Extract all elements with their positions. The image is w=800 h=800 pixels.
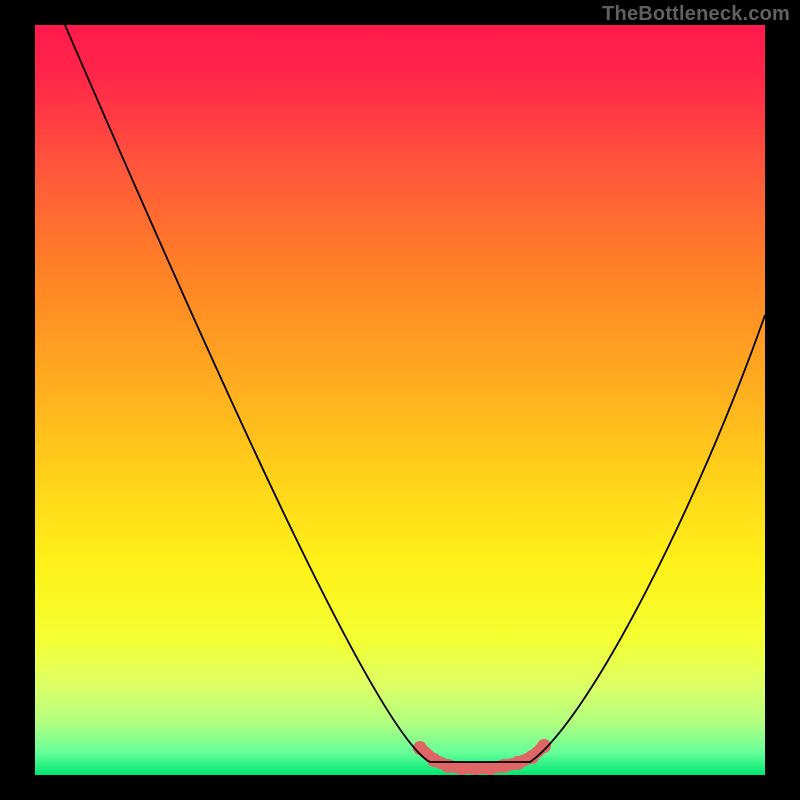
chart-curve-layer — [0, 0, 800, 800]
frame-left — [0, 0, 35, 800]
marker-dot — [511, 756, 525, 770]
frame-right — [765, 0, 800, 800]
frame-bottom — [0, 775, 800, 800]
chart-container: { "attribution": "TheBottleneck.com", "c… — [0, 0, 800, 800]
marker-dots — [413, 739, 551, 775]
v-curve — [65, 25, 765, 762]
marker-dot — [455, 761, 469, 775]
marker-dot — [483, 761, 497, 775]
marker-dot — [427, 753, 441, 767]
attribution-text: TheBottleneck.com — [602, 3, 790, 26]
marker-dot — [469, 761, 483, 775]
